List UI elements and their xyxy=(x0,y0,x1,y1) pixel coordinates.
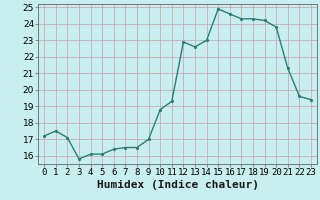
X-axis label: Humidex (Indice chaleur): Humidex (Indice chaleur) xyxy=(97,180,259,190)
